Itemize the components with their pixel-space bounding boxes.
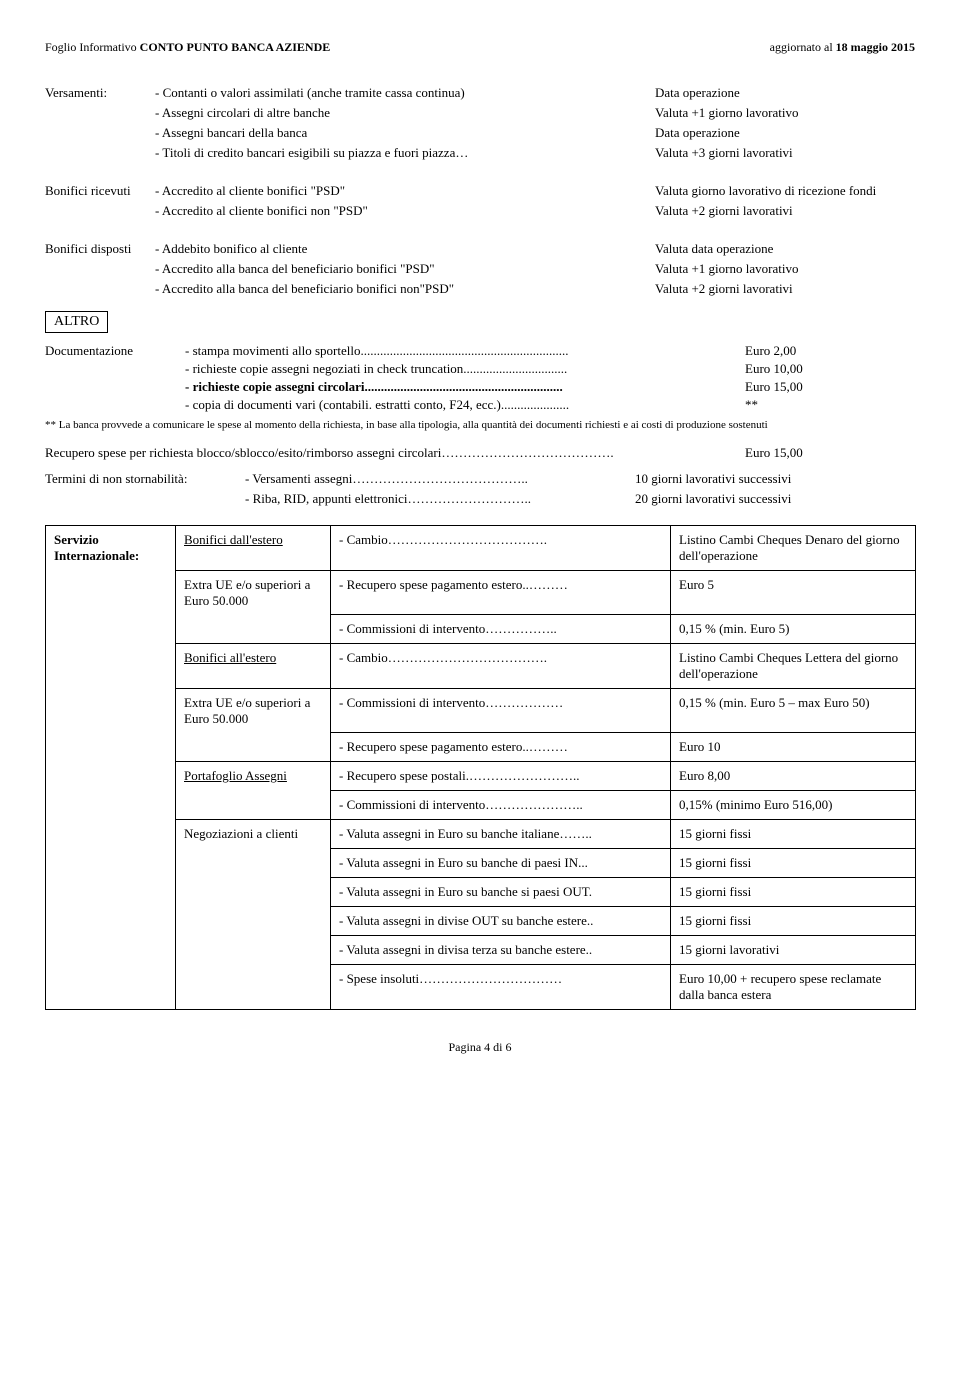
header-left: Foglio Informativo CONTO PUNTO BANCA AZI… xyxy=(45,40,330,55)
doc-row-3: - copia di documenti vari (contabili. es… xyxy=(45,397,915,413)
bondis-val-1: Valuta +1 giorno lavorativo xyxy=(655,261,915,277)
intl-sec3-v3: 15 giorni fissi xyxy=(671,907,916,936)
termini-label: Termini di non stornabilità: xyxy=(45,471,245,487)
bondis-val-2: Valuta +2 giorni lavorativi xyxy=(655,281,915,297)
bondis-desc-0: - Addebito bonifico al cliente xyxy=(155,241,655,257)
versamenti-val-0: Data operazione xyxy=(655,85,915,101)
bonric-desc-1: - Accredito al cliente bonifici non "PSD… xyxy=(155,203,655,219)
intl-sec3-d5: - Spese insoluti…………………………… xyxy=(331,965,671,1010)
doc-label: Documentazione xyxy=(45,343,185,359)
intl-sec2-label: Portafoglio Assegni xyxy=(184,768,287,783)
doc-val-2: Euro 15,00 xyxy=(745,379,915,395)
intl-sec3-d0: - Valuta assegni in Euro su banche itali… xyxy=(331,820,671,849)
versamenti-val-1: Valuta +1 giorno lavorativo xyxy=(655,105,915,121)
intl-sec1-sub: Extra UE e/o superiori a Euro 50.000 xyxy=(176,689,331,733)
intl-sec0-d0: - Cambio………………………………. xyxy=(331,526,671,571)
bondis-desc-1: - Accredito alla banca del beneficiario … xyxy=(155,261,655,277)
doc-desc-1: - richieste copie assegni negoziati in c… xyxy=(185,361,745,377)
intl-sec3-v1: 15 giorni fissi xyxy=(671,849,916,878)
intl-sec0-v2: 0,15 % (min. Euro 5) xyxy=(671,615,916,644)
termini-row-0: Termini di non stornabilità: - Versament… xyxy=(45,471,915,487)
intl-sec2-d1: - Commissioni di intervento………………….. xyxy=(331,791,671,820)
intl-sec1-label: Bonifici all'estero xyxy=(184,650,276,665)
versamenti-row-2: - Assegni bancari della banca Data opera… xyxy=(45,125,915,141)
footnote: ** La banca provvede a comunicare le spe… xyxy=(45,419,915,431)
intl-sec3-v2: 15 giorni fissi xyxy=(671,878,916,907)
doc-val-3: ** xyxy=(745,397,915,413)
intl-sec0-sub: Extra UE e/o superiori a Euro 50.000 xyxy=(176,571,331,615)
bonric-desc-0: - Accredito al cliente bonifici "PSD" xyxy=(155,183,655,199)
intl-sec0-d2: - Commissioni di intervento…………….. xyxy=(331,615,671,644)
header-right-bold: 18 maggio 2015 xyxy=(836,40,915,54)
bondis-row-1: - Accredito alla banca del beneficiario … xyxy=(45,261,915,277)
intl-sec3-label: Negoziazioni a clienti xyxy=(176,820,331,849)
bondis-val-0: Valuta data operazione xyxy=(655,241,915,257)
versamenti-desc-3: - Titoli di credito bancari esigibili su… xyxy=(155,145,655,161)
doc-val-0: Euro 2,00 xyxy=(745,343,915,359)
intl-sec3-d3: - Valuta assegni in divise OUT su banche… xyxy=(331,907,671,936)
intl-sec2-v1: 0,15% (minimo Euro 516,00) xyxy=(671,791,916,820)
intl-sec2-d0: - Recupero spese postali.…………………….. xyxy=(331,762,671,791)
intl-sec3-d1: - Valuta assegni in Euro su banche di pa… xyxy=(331,849,671,878)
recupero-desc: Recupero spese per richiesta blocco/sblo… xyxy=(45,445,745,461)
versamenti-desc-2: - Assegni bancari della banca xyxy=(155,125,655,141)
bonric-row-0: Bonifici ricevuti - Accredito al cliente… xyxy=(45,183,915,199)
page-header: Foglio Informativo CONTO PUNTO BANCA AZI… xyxy=(45,40,915,55)
versamenti-val-2: Data operazione xyxy=(655,125,915,141)
intl-sec1-d1: - Commissioni di intervento……………… xyxy=(331,689,671,733)
versamenti-desc-1: - Assegni circolari di altre banche xyxy=(155,105,655,121)
versamenti-val-3: Valuta +3 giorni lavorativi xyxy=(655,145,915,161)
recupero-val: Euro 15,00 xyxy=(745,445,803,461)
bonric-val-1: Valuta +2 giorni lavorativi xyxy=(655,203,915,219)
intl-sec3-d2: - Valuta assegni in Euro su banche si pa… xyxy=(331,878,671,907)
intl-sec1-v0: Listino Cambi Cheques Lettera del giorno… xyxy=(671,644,916,689)
header-left-bold: CONTO PUNTO BANCA AZIENDE xyxy=(140,40,331,54)
page-number: Pagina 4 di 6 xyxy=(45,1040,915,1055)
doc-desc-3: - copia di documenti vari (contabili. es… xyxy=(185,397,745,413)
recupero-row: Recupero spese per richiesta blocco/sblo… xyxy=(45,445,915,461)
intl-sec3-v5: Euro 10,00 + recupero spese reclamate da… xyxy=(671,965,916,1010)
intl-sec0-v1: Euro 5 xyxy=(671,571,916,615)
bonric-label: Bonifici ricevuti xyxy=(45,183,155,199)
termini-desc-0: - Versamenti assegni………………………………….. xyxy=(245,471,635,487)
intl-sec3-v4: 15 giorni lavorativi xyxy=(671,936,916,965)
intl-sec1-d2: - Recupero spese pagamento estero..……… xyxy=(331,733,671,762)
versamenti-row-3: - Titoli di credito bancari esigibili su… xyxy=(45,145,915,161)
intl-table: Servizio Internazionale: Bonifici dall'e… xyxy=(45,525,916,1010)
intl-sec2-v0: Euro 8,00 xyxy=(671,762,916,791)
header-right-prefix: aggiornato al xyxy=(770,40,836,54)
bondis-row-0: Bonifici disposti - Addebito bonifico al… xyxy=(45,241,915,257)
versamenti-label: Versamenti: xyxy=(45,85,155,101)
termini-row-1: - Riba, RID, appunti elettronici……………………… xyxy=(45,491,915,507)
bondis-desc-2: - Accredito alla banca del beneficiario … xyxy=(155,281,655,297)
doc-row-0: Documentazione - stampa movimenti allo s… xyxy=(45,343,915,359)
doc-desc-2: - richieste copie assegni circolari.....… xyxy=(185,379,563,394)
termini-val-1: 20 giorni lavorativi successivi xyxy=(635,491,915,507)
intl-sec0-v0: Listino Cambi Cheques Denaro del giorno … xyxy=(671,526,916,571)
termini-val-0: 10 giorni lavorativi successivi xyxy=(635,471,915,487)
intl-sec3-d4: - Valuta assegni in divisa terza su banc… xyxy=(331,936,671,965)
doc-row-2: - richieste copie assegni circolari.....… xyxy=(45,379,915,395)
bondis-row-2: - Accredito alla banca del beneficiario … xyxy=(45,281,915,297)
intl-title: Servizio Internazionale: xyxy=(54,532,139,563)
intl-sec1-d0: - Cambio………………………………. xyxy=(331,644,671,689)
intl-sec1-v1: 0,15 % (min. Euro 5 – max Euro 50) xyxy=(671,689,916,733)
intl-sec0-label: Bonifici dall'estero xyxy=(184,532,283,547)
altro-title: ALTRO xyxy=(45,311,108,333)
versamenti-row-1: - Assegni circolari di altre banche Valu… xyxy=(45,105,915,121)
intl-sec3-v0: 15 giorni fissi xyxy=(671,820,916,849)
bonric-row-1: - Accredito al cliente bonifici non "PSD… xyxy=(45,203,915,219)
bonric-val-0: Valuta giorno lavorativo di ricezione fo… xyxy=(655,183,915,199)
doc-val-1: Euro 10,00 xyxy=(745,361,915,377)
versamenti-desc-0: - Contanti o valori assimilati (anche tr… xyxy=(155,85,655,101)
doc-row-1: - richieste copie assegni negoziati in c… xyxy=(45,361,915,377)
intl-sec1-v2: Euro 10 xyxy=(671,733,916,762)
bondis-label: Bonifici disposti xyxy=(45,241,155,257)
termini-desc-1: - Riba, RID, appunti elettronici……………………… xyxy=(245,491,635,507)
versamenti-row-0: Versamenti: - Contanti o valori assimila… xyxy=(45,85,915,101)
doc-desc-0: - stampa movimenti allo sportello.......… xyxy=(185,343,745,359)
intl-sec0-d1: - Recupero spese pagamento estero..……… xyxy=(331,571,671,615)
header-right: aggiornato al 18 maggio 2015 xyxy=(770,40,915,55)
header-left-prefix: Foglio Informativo xyxy=(45,40,140,54)
